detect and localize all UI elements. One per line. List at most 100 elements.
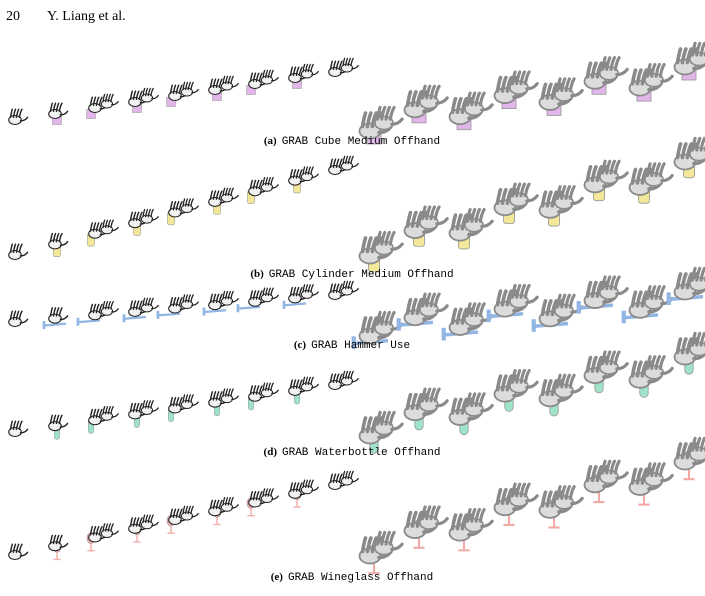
palm bbox=[248, 497, 262, 508]
finger bbox=[224, 497, 229, 506]
finger bbox=[142, 208, 146, 218]
finger bbox=[150, 514, 154, 523]
finger bbox=[298, 286, 303, 297]
finger bbox=[304, 63, 309, 73]
finger bbox=[474, 392, 482, 408]
finger bbox=[420, 84, 427, 100]
finger bbox=[465, 207, 472, 223]
finger bbox=[555, 293, 562, 309]
finger bbox=[18, 420, 23, 431]
finger bbox=[55, 232, 60, 243]
thumb bbox=[525, 380, 539, 390]
palm bbox=[8, 316, 22, 328]
finger bbox=[564, 485, 572, 500]
finger bbox=[218, 293, 223, 304]
hammer-head bbox=[282, 300, 286, 309]
finger bbox=[129, 300, 134, 310]
finger bbox=[505, 289, 514, 307]
thumb bbox=[231, 395, 239, 401]
finger bbox=[209, 78, 214, 89]
finger bbox=[302, 63, 306, 73]
thumb bbox=[59, 542, 69, 548]
caption: (c) GRAB Hammer Use bbox=[294, 339, 410, 352]
finger bbox=[470, 507, 477, 523]
finger bbox=[510, 182, 517, 198]
finger bbox=[695, 266, 702, 282]
finger bbox=[519, 368, 527, 384]
finger bbox=[545, 490, 553, 508]
finger bbox=[645, 285, 652, 300]
finger bbox=[147, 87, 152, 97]
finger bbox=[178, 84, 183, 95]
finger bbox=[600, 275, 607, 291]
finger bbox=[410, 210, 418, 228]
thumb bbox=[231, 504, 239, 509]
finger bbox=[107, 406, 112, 415]
hand bbox=[48, 307, 69, 324]
finger bbox=[609, 159, 617, 175]
thumb bbox=[271, 184, 279, 189]
finger bbox=[212, 78, 217, 89]
finger bbox=[433, 387, 441, 403]
finger bbox=[249, 490, 254, 501]
palm bbox=[180, 400, 194, 409]
palm bbox=[180, 511, 194, 521]
finger bbox=[605, 56, 612, 71]
palm bbox=[248, 78, 262, 90]
finger bbox=[102, 219, 106, 228]
finger bbox=[138, 90, 143, 101]
finger bbox=[500, 75, 508, 93]
palm bbox=[48, 541, 62, 552]
caption-text: GRAB Waterbottle Offhand bbox=[282, 447, 440, 459]
object bbox=[122, 314, 147, 323]
thumb bbox=[480, 219, 494, 229]
finger bbox=[230, 290, 234, 300]
finger bbox=[215, 499, 220, 510]
finger bbox=[249, 72, 254, 83]
finger bbox=[470, 302, 477, 318]
thumb bbox=[390, 422, 404, 431]
hand bbox=[419, 387, 449, 412]
finger bbox=[568, 185, 576, 200]
finger bbox=[129, 402, 134, 413]
hammer-head bbox=[531, 319, 536, 332]
finger bbox=[505, 374, 514, 392]
object bbox=[282, 300, 307, 309]
hand bbox=[288, 482, 309, 499]
finger bbox=[169, 200, 174, 211]
finger bbox=[49, 307, 54, 317]
thumb bbox=[660, 173, 674, 183]
figure: (a) GRAB Cube Medium Offhand (b) GRAB Cylin… bbox=[8, 41, 705, 584]
hammer-head bbox=[576, 300, 581, 314]
hammer-head bbox=[156, 310, 160, 319]
finger bbox=[267, 382, 272, 391]
caption-text: GRAB Cube Medium Offhand bbox=[282, 136, 440, 148]
finger bbox=[560, 185, 567, 200]
hand bbox=[220, 497, 239, 512]
finger bbox=[104, 301, 109, 310]
finger bbox=[510, 482, 517, 498]
finger bbox=[289, 66, 294, 77]
finger bbox=[215, 391, 220, 401]
finger bbox=[224, 388, 229, 397]
finger bbox=[110, 301, 114, 310]
finger bbox=[460, 307, 469, 325]
thumb bbox=[435, 217, 449, 226]
finger bbox=[613, 159, 621, 175]
finger bbox=[52, 232, 57, 243]
finger bbox=[295, 482, 300, 492]
finger bbox=[519, 283, 527, 299]
caption-text: GRAB Hammer Use bbox=[311, 340, 410, 352]
finger bbox=[175, 84, 180, 95]
finger bbox=[564, 293, 572, 309]
caption-text: GRAB Wineglass Offhand bbox=[288, 572, 433, 584]
finger bbox=[338, 373, 343, 384]
hand bbox=[48, 232, 69, 250]
hand bbox=[100, 301, 119, 316]
finger bbox=[564, 77, 572, 93]
finger bbox=[98, 96, 103, 107]
finger bbox=[255, 179, 260, 190]
finger bbox=[519, 70, 527, 86]
thumb bbox=[111, 308, 119, 313]
finger bbox=[264, 488, 269, 497]
